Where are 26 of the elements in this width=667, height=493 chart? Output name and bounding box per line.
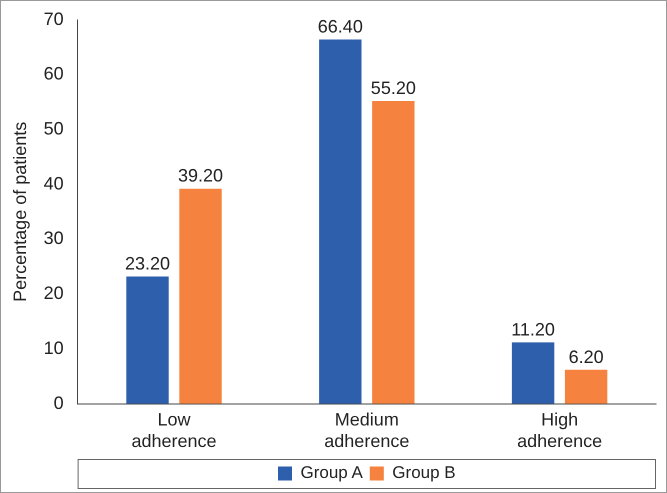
legend-label: Group B bbox=[392, 463, 456, 482]
data-label: 55.20 bbox=[370, 78, 416, 98]
y-tick-label: 50 bbox=[44, 118, 64, 138]
y-tick-label: 60 bbox=[44, 64, 64, 84]
data-label: 6.20 bbox=[568, 346, 604, 367]
y-tick-label: 40 bbox=[44, 173, 64, 194]
data-label: 39.20 bbox=[178, 166, 224, 186]
bar bbox=[372, 100, 415, 404]
bar bbox=[126, 276, 169, 404]
x-tick-label: Low adherence bbox=[131, 410, 217, 452]
bar bbox=[179, 188, 222, 404]
data-label: 11.20 bbox=[511, 319, 555, 340]
x-tick-label: Medium adherence bbox=[324, 410, 410, 452]
legend-label: Group A bbox=[300, 463, 364, 482]
y-tick-label: 30 bbox=[44, 228, 64, 248]
bar bbox=[512, 342, 554, 404]
data-label: 66.40 bbox=[318, 16, 363, 37]
data-label: 23.20 bbox=[124, 254, 170, 274]
bar bbox=[564, 370, 608, 404]
y-tick-label: 10 bbox=[44, 338, 64, 358]
y-tick-label: 70 bbox=[44, 8, 64, 29]
bar bbox=[319, 40, 362, 404]
y-axis-title: Percentage of patients bbox=[10, 122, 30, 302]
y-tick-label: 0 bbox=[54, 392, 64, 413]
x-tick-label: High adherence bbox=[517, 410, 602, 452]
y-tick-label: 20 bbox=[44, 283, 64, 304]
